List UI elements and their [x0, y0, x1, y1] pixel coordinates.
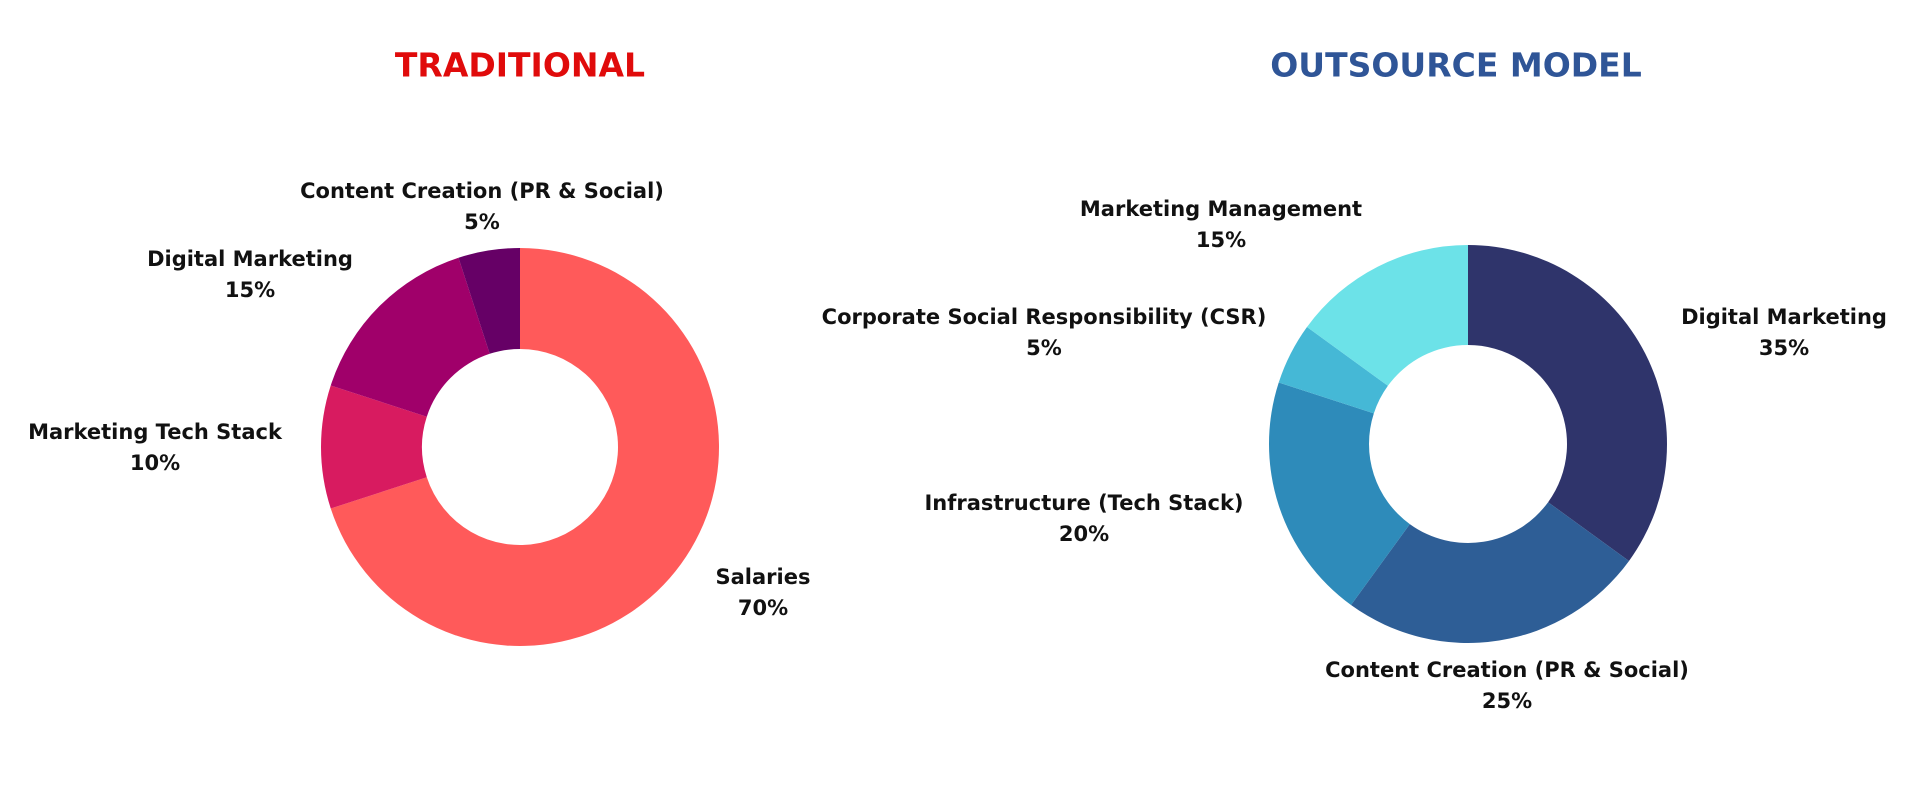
donut-segment [330, 248, 719, 646]
donut-segment [330, 257, 490, 417]
donut-segment [1307, 244, 1468, 386]
chart-title: TRADITIONAL [395, 46, 645, 85]
segment-label: Infrastructure (Tech Stack) [924, 491, 1243, 515]
segment-label: Content Creation (PR & Social) [1325, 658, 1689, 682]
segment-value-label: 15% [225, 278, 275, 302]
donut-segment [1278, 327, 1388, 414]
segment-value-label: 25% [1482, 689, 1532, 713]
segment-label: Digital Marketing [1681, 305, 1887, 329]
segment-label: Marketing Tech Stack [28, 420, 283, 444]
segment-value-label: 10% [130, 451, 180, 475]
segment-value-label: 70% [738, 596, 788, 620]
segment-value-label: 15% [1196, 228, 1246, 252]
donut-segment [1269, 382, 1410, 605]
segment-value-label: 5% [464, 210, 500, 234]
segment-value-label: 20% [1059, 522, 1109, 546]
donut-segment [320, 385, 427, 509]
segment-label: Marketing Management [1080, 197, 1362, 221]
segment-label: Salaries [716, 565, 811, 589]
segment-label: Corporate Social Responsibility (CSR) [822, 305, 1267, 329]
segment-value-label: 5% [1026, 336, 1062, 360]
segment-label: Content Creation (PR & Social) [300, 179, 664, 203]
segment-label: Digital Marketing [147, 247, 353, 271]
donut-segment [1351, 502, 1629, 643]
donut-segment [1468, 245, 1667, 561]
segment-value-label: 35% [1759, 336, 1809, 360]
donut-segment [458, 248, 520, 354]
chart-title: OUTSOURCE MODEL [1270, 46, 1642, 85]
